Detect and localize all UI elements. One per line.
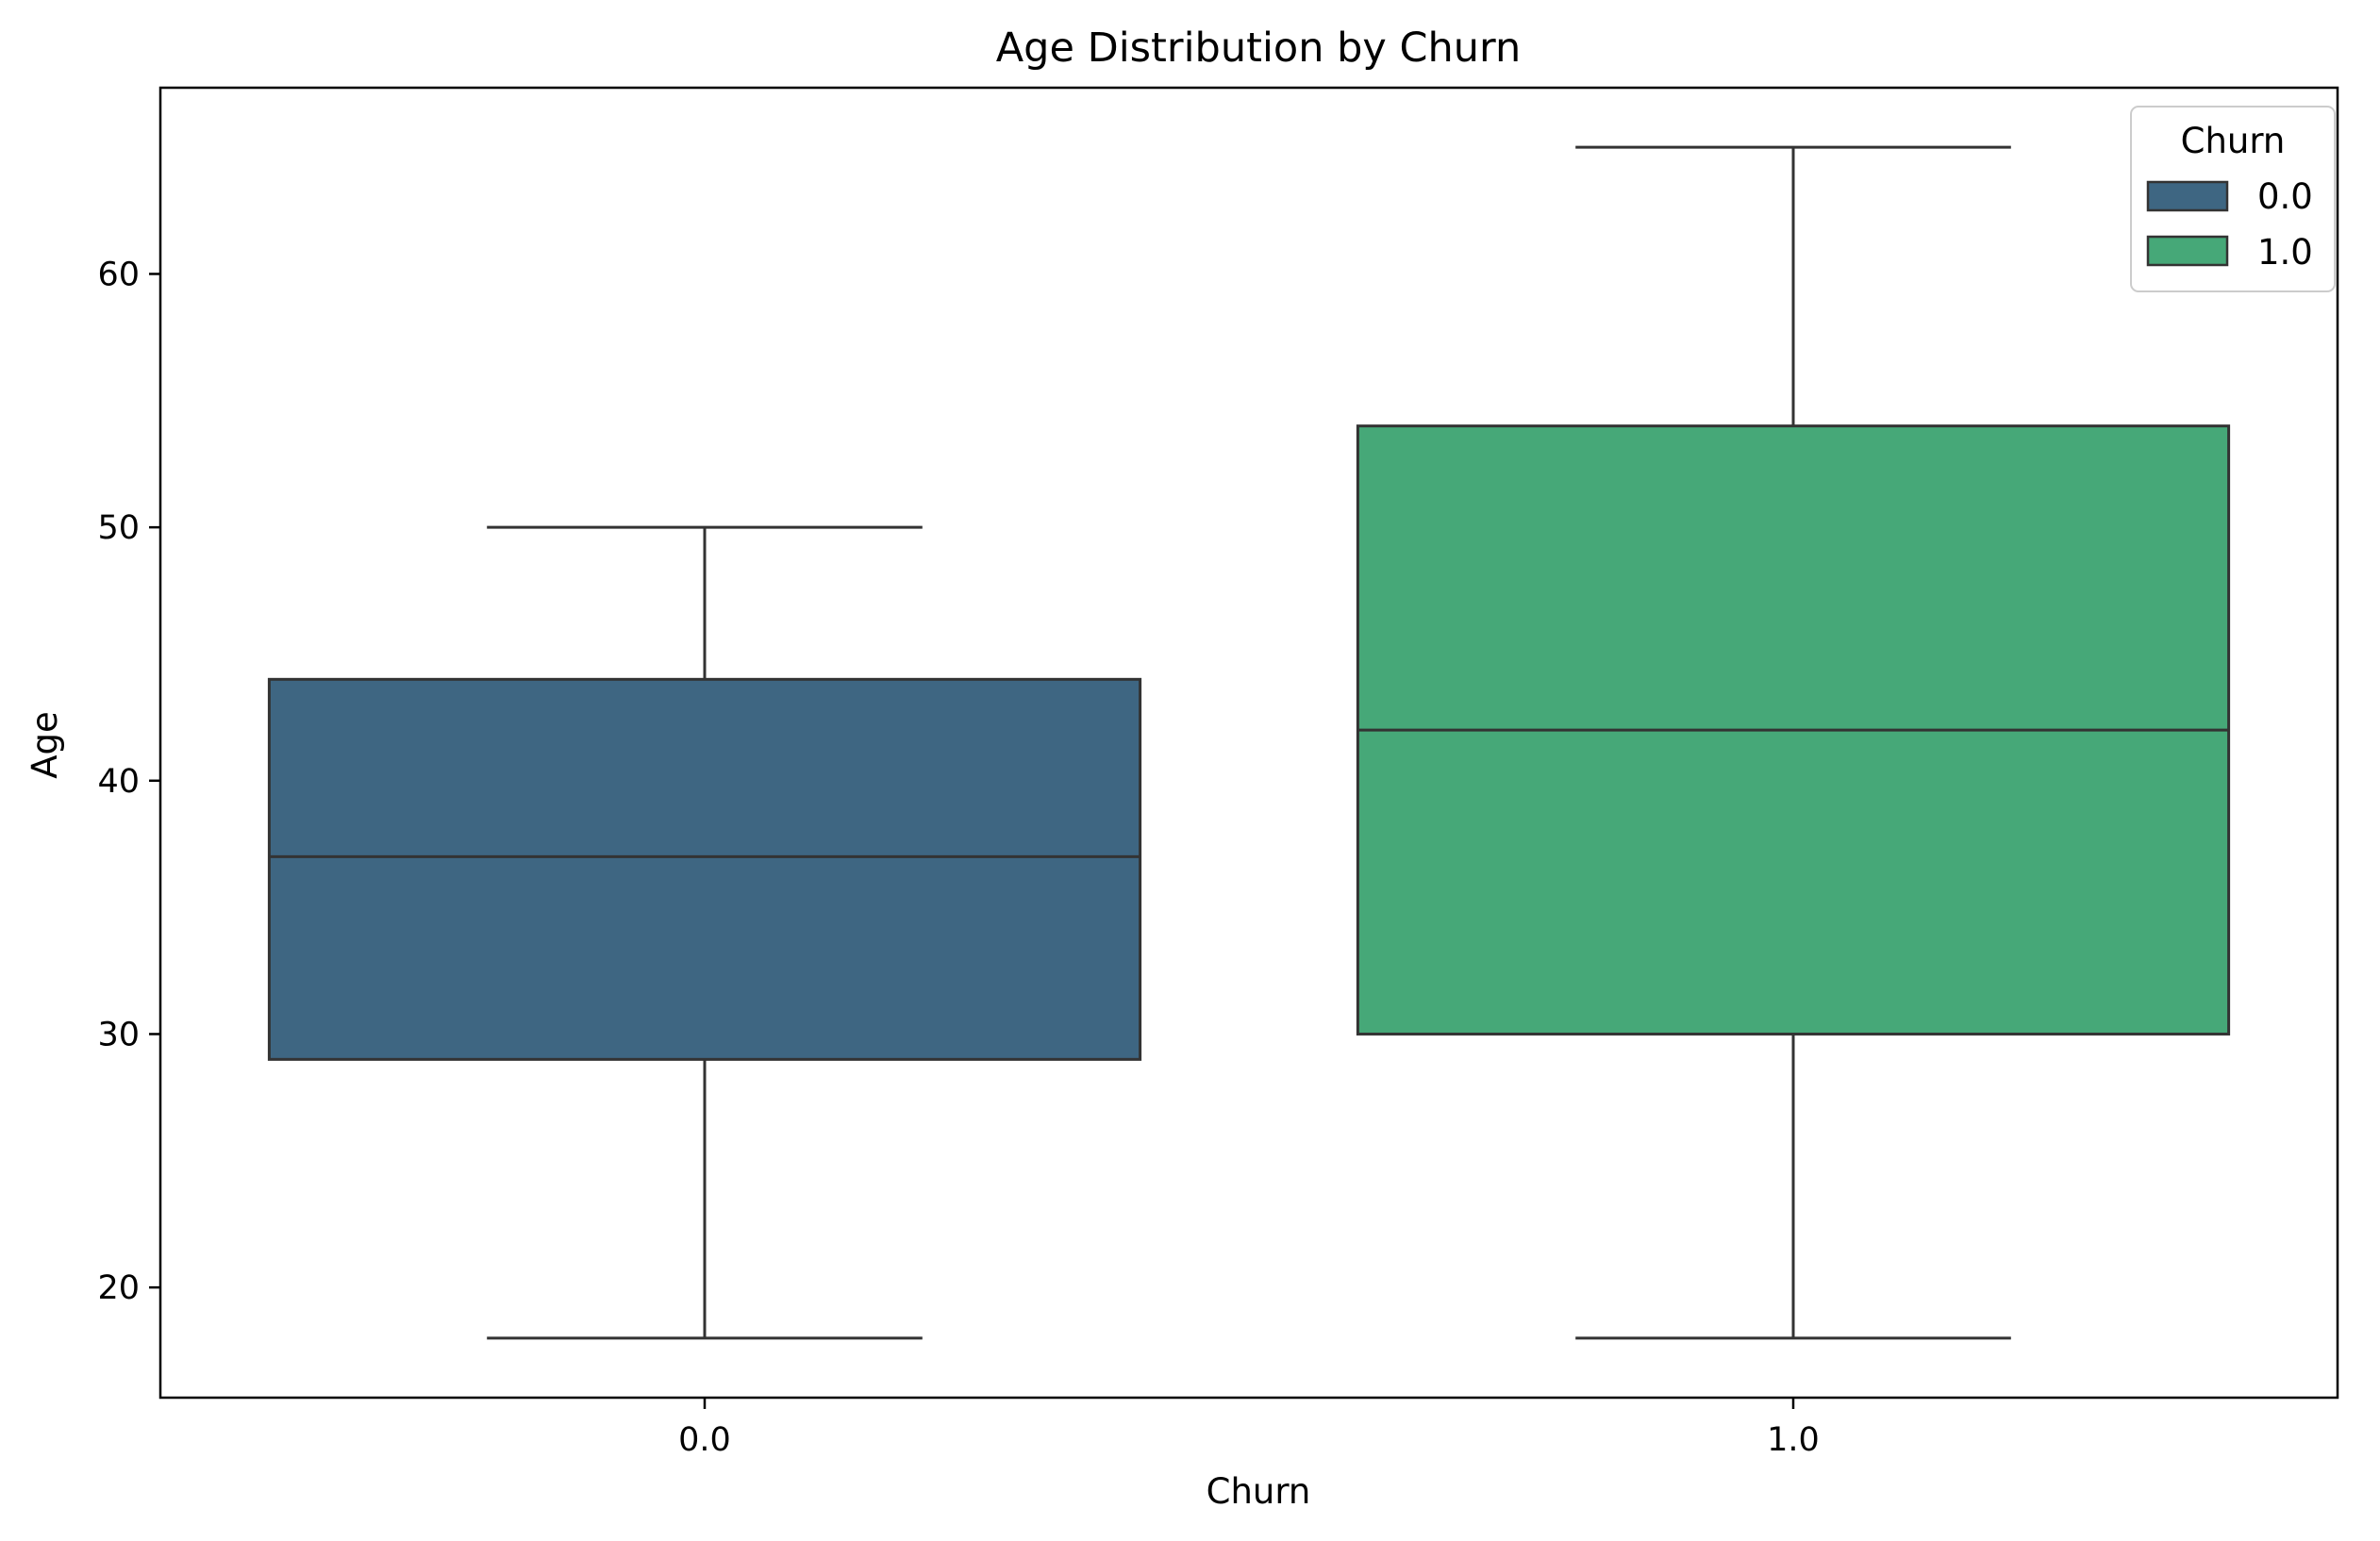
x-tick-label-1.0: 1.0 [1767,1421,1820,1459]
legend-title: Churn [2181,121,2286,161]
chart-title: Age Distribution by Churn [996,25,1521,72]
y-axis-label: Age [25,711,65,779]
legend: Churn 0.0 1.0 [2130,106,2336,292]
legend-swatch-1-0 [2146,235,2229,267]
plot-area: 20 30 40 50 60 0.0 1.0 [97,86,2339,1459]
y-tick-label-50: 50 [97,509,140,547]
y-tick-label-20: 20 [97,1269,140,1307]
legend-label-0-0: 0.0 [2257,176,2313,217]
legend-swatch-0-0 [2146,180,2229,212]
x-axis-label: Churn [1207,1471,1311,1512]
y-tick-label-60: 60 [97,256,140,293]
axes-frame [158,86,2339,1400]
y-tick-label-40: 40 [97,763,140,801]
legend-label-1-0: 1.0 [2257,232,2313,273]
y-tick-label-30: 30 [97,1016,140,1053]
box-0.0 [267,677,1142,1061]
x-tick-label-0.0: 0.0 [678,1421,731,1459]
